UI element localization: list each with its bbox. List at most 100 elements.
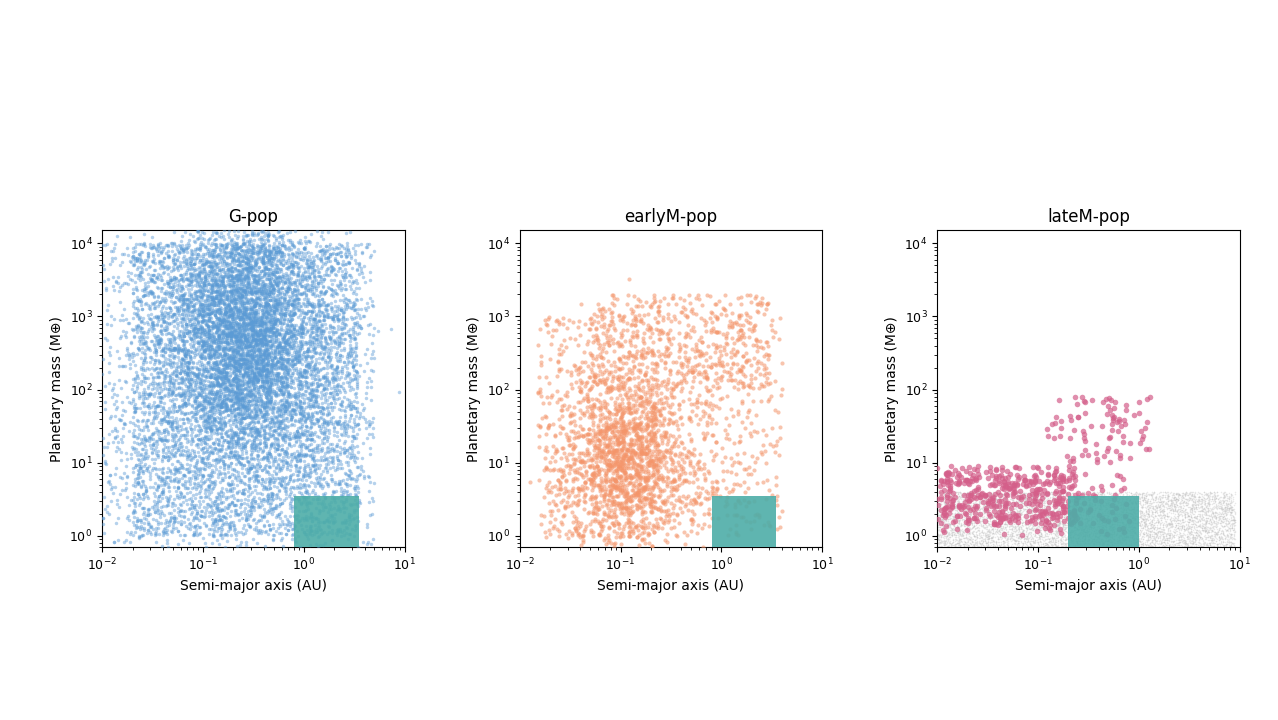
Point [1200, 487, 1220, 499]
Point [930, 502, 951, 513]
Point [987, 500, 1007, 512]
Point [1097, 536, 1117, 547]
Point [1079, 514, 1099, 526]
Point [659, 451, 680, 462]
Point [215, 397, 235, 408]
Point [187, 357, 207, 369]
Point [1063, 514, 1084, 526]
Point [339, 248, 359, 260]
Point [581, 479, 602, 490]
Point [980, 532, 1001, 544]
Point [619, 457, 639, 469]
Point [162, 274, 183, 285]
Point [1039, 536, 1059, 548]
Point [1093, 487, 1113, 499]
Point [1182, 504, 1203, 516]
Point [1045, 496, 1066, 508]
Point [766, 404, 786, 415]
Point [199, 366, 220, 377]
Point [239, 408, 259, 419]
Point [161, 289, 181, 301]
Point [344, 332, 364, 343]
Point [276, 243, 296, 255]
Point [1033, 531, 1053, 543]
Point [252, 372, 272, 383]
Point [937, 518, 957, 530]
Point [983, 498, 1003, 510]
Point [1169, 503, 1190, 515]
Point [1121, 520, 1141, 531]
Point [1072, 530, 1093, 541]
Point [271, 432, 291, 444]
Point [599, 490, 620, 501]
Point [592, 447, 612, 459]
Point [175, 397, 196, 409]
Point [142, 317, 162, 328]
Point [1095, 518, 1116, 530]
Point [178, 363, 198, 374]
Point [1091, 506, 1112, 518]
Point [322, 390, 343, 402]
Point [290, 343, 311, 355]
Point [346, 497, 367, 508]
Point [290, 541, 311, 553]
Point [1072, 493, 1093, 505]
Point [351, 323, 372, 334]
Point [1116, 512, 1136, 523]
Point [313, 315, 334, 326]
Point [1012, 489, 1033, 500]
Point [296, 498, 317, 509]
Point [257, 325, 277, 336]
Point [997, 532, 1017, 544]
Point [188, 304, 208, 315]
Point [636, 434, 657, 446]
Point [318, 521, 339, 532]
Point [604, 422, 625, 433]
Point [173, 469, 193, 480]
Point [320, 401, 340, 413]
Point [100, 341, 120, 352]
Point [1028, 536, 1048, 548]
Point [1048, 495, 1068, 507]
Point [620, 469, 640, 481]
Point [1166, 518, 1186, 530]
Point [155, 441, 175, 453]
Point [1053, 504, 1074, 516]
Point [302, 285, 322, 297]
Point [229, 456, 249, 468]
Point [254, 381, 275, 392]
Point [639, 445, 659, 456]
Point [574, 429, 594, 441]
Point [169, 354, 189, 366]
Point [1137, 495, 1158, 507]
Point [982, 532, 1002, 544]
Point [282, 260, 303, 271]
Point [1020, 523, 1040, 535]
Point [638, 472, 658, 483]
Point [190, 273, 211, 284]
Point [263, 329, 284, 341]
Point [1053, 496, 1074, 508]
Point [247, 276, 267, 287]
Point [1102, 492, 1122, 504]
Point [150, 392, 170, 403]
Point [234, 297, 254, 308]
Point [1057, 498, 1077, 510]
Point [1015, 513, 1035, 525]
Point [192, 341, 212, 353]
Point [335, 271, 355, 282]
Point [1084, 540, 1104, 552]
Point [1131, 522, 1151, 534]
Point [961, 492, 982, 504]
Point [236, 370, 257, 382]
Point [189, 528, 210, 539]
Point [158, 343, 179, 355]
Point [1053, 519, 1074, 531]
Point [173, 336, 193, 347]
Point [1167, 538, 1187, 549]
Point [206, 423, 226, 435]
Point [1201, 519, 1222, 531]
Point [270, 509, 290, 521]
Point [1048, 488, 1068, 500]
Point [247, 328, 267, 339]
